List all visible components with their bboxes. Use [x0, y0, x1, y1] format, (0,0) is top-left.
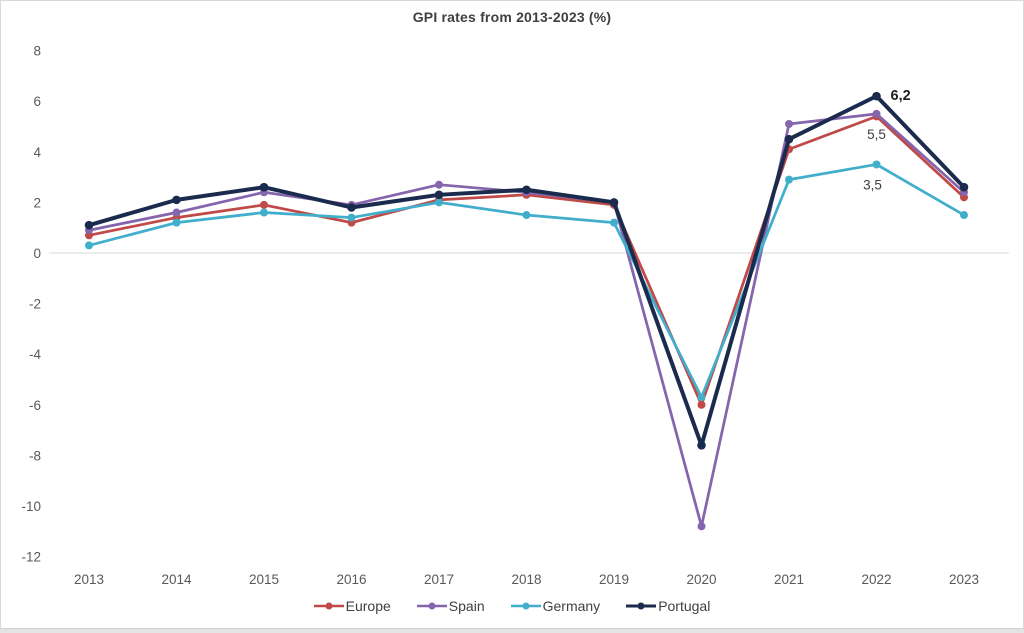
data-point-portugal-2016: [347, 203, 356, 212]
data-point-portugal-2022: [872, 91, 881, 101]
y-axis-tick-label: -10: [21, 499, 41, 514]
data-point-germany-2016: [347, 213, 356, 222]
series-line-portugal: [87, 94, 966, 448]
data-point-europe-2020: [697, 400, 706, 409]
data-label-portugal-2022: 6,2: [891, 88, 911, 104]
legend-item-portugal: Portugal: [626, 598, 710, 614]
x-axis-year-label: 2022: [861, 572, 891, 587]
y-axis-tick-label: -8: [29, 448, 41, 463]
data-point-europe-2015: [260, 200, 268, 209]
x-axis-year-label: 2020: [686, 572, 716, 587]
data-point-germany-2019: [610, 218, 618, 227]
data-point-portugal-2017: [434, 190, 444, 200]
y-axis-tick-label: -4: [29, 347, 41, 362]
data-point-germany-2014: [172, 218, 181, 227]
data-point-germany-2022: [872, 160, 881, 169]
data-point-portugal-2019: [609, 198, 619, 207]
data-point-germany-2013: [85, 241, 93, 250]
data-point-spain-2020: [697, 522, 706, 531]
data-point-germany-2021: [785, 175, 793, 184]
legend-item-europe: Europe: [313, 598, 391, 614]
y-axis-tick-label: 0: [33, 246, 41, 261]
window-bottom-edge: [0, 628, 1024, 633]
y-axis-tick-label: 2: [33, 195, 41, 210]
data-label-spain-2022: 5,5: [867, 127, 886, 142]
y-axis-tick-label: -6: [29, 398, 41, 413]
x-axis-year-label: 2021: [774, 572, 804, 587]
data-point-spain-2017: [435, 180, 443, 189]
data-point-germany-2020: [697, 393, 706, 402]
data-point-portugal-2021: [784, 134, 794, 144]
x-axis-year-label: 2014: [161, 572, 192, 587]
data-point-portugal-2013: [84, 220, 94, 230]
legend-label-germany: Germany: [542, 598, 601, 614]
data-point-germany-2023: [960, 211, 968, 220]
y-axis-tick-label: -2: [29, 297, 41, 312]
legend-item-spain: Spain: [416, 598, 485, 614]
x-axis-year-label: 2023: [949, 572, 979, 587]
data-point-spain-2022: [872, 109, 881, 118]
data-point-germany-2018: [522, 211, 531, 220]
y-axis-tick-label: -12: [21, 550, 41, 565]
y-axis-tick-label: 6: [33, 94, 41, 109]
data-label-germany-2022: 3,5: [863, 177, 882, 192]
data-point-portugal-2020: [697, 440, 706, 450]
spain-line-marker-icon: [416, 602, 447, 610]
legend-label-europe: Europe: [345, 598, 391, 614]
portugal-line-marker-icon: [626, 602, 657, 610]
chart-title: GPI rates from 2013-2023 (%): [412, 9, 612, 25]
data-point-germany-2015: [260, 208, 268, 217]
y-axis-tick-label: 8: [33, 44, 41, 59]
germany-line-marker-icon: [510, 602, 541, 610]
y-axis-tick-label: 4: [33, 145, 41, 160]
legend: Europe Spain Germany Portugal: [1, 598, 1023, 614]
series-line-spain: [87, 112, 966, 528]
x-axis-year-label: 2015: [249, 572, 279, 587]
data-point-germany-2017: [435, 198, 443, 207]
data-point-portugal-2018: [522, 185, 531, 195]
data-point-portugal-2023: [959, 182, 969, 192]
x-axis-year-label: 2016: [336, 572, 366, 587]
x-axis-year-label: 2017: [424, 572, 454, 587]
data-point-portugal-2015: [259, 182, 269, 192]
legend-label-spain: Spain: [448, 598, 485, 614]
series-line-germany: [87, 163, 966, 399]
x-axis-year-label: 2018: [511, 572, 541, 587]
legend-item-germany: Germany: [510, 598, 601, 614]
legend-label-portugal: Portugal: [658, 598, 711, 614]
x-axis-year-label: 2013: [74, 572, 104, 587]
europe-line-marker-icon: [313, 602, 344, 610]
series-line-europe: [87, 115, 966, 407]
data-point-spain-2014: [172, 208, 181, 217]
x-axis-year-label: 2019: [599, 572, 629, 587]
data-point-spain-2021: [785, 119, 793, 128]
data-point-portugal-2014: [172, 195, 181, 205]
